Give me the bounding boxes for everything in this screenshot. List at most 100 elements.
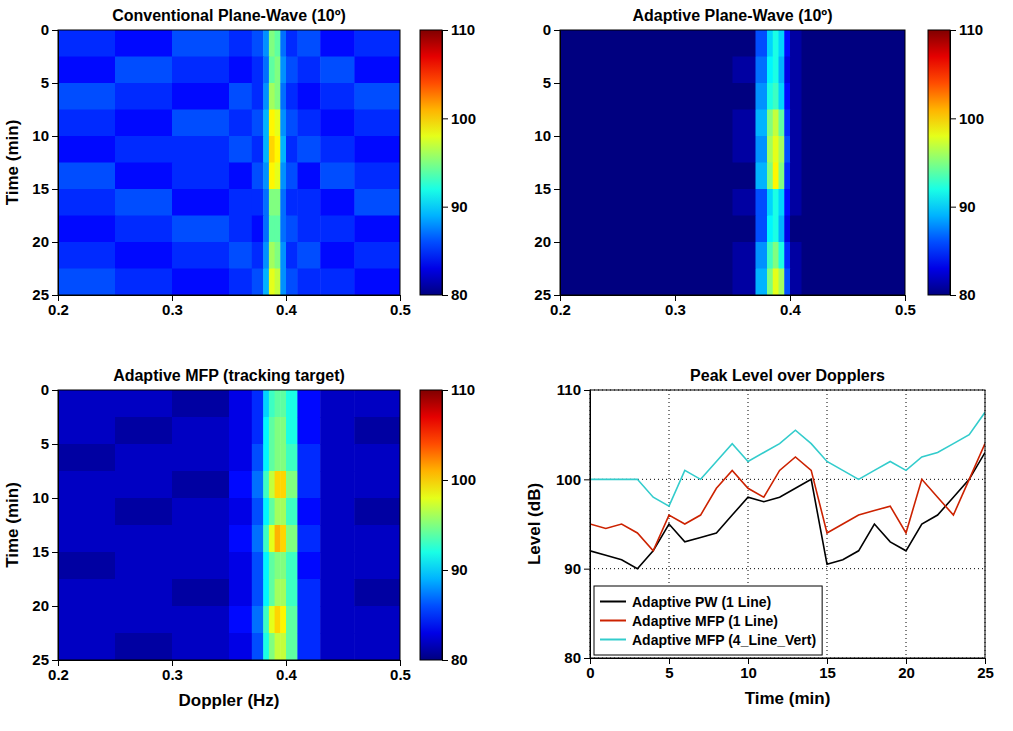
heatmap-cell <box>252 471 264 499</box>
heatmap-cell <box>58 269 116 296</box>
heatmap-cell <box>733 189 757 216</box>
heatmap-cell <box>115 498 173 526</box>
heatmap-cell <box>58 136 116 163</box>
tick-label: 25 <box>977 664 994 681</box>
heatmap-cell <box>115 579 173 607</box>
heatmap-cell <box>733 269 757 296</box>
tick: 10 <box>32 489 58 506</box>
heatmap-cell <box>263 525 269 553</box>
heatmap-cell <box>675 110 733 137</box>
heatmap-cell <box>354 579 400 607</box>
heatmap-cell <box>252 30 264 57</box>
heatmap-cell <box>802 242 826 269</box>
heatmap-cell <box>675 269 733 296</box>
heatmap-cell <box>825 57 860 84</box>
heatmap-cell <box>275 579 281 607</box>
tick-label: 0.4 <box>276 666 298 683</box>
tick-label: 0.2 <box>48 666 69 683</box>
heatmap-cell <box>320 30 355 57</box>
heatmap-cell <box>172 552 230 580</box>
tick-label: 100 <box>556 471 581 488</box>
tick-label: 5 <box>41 74 49 91</box>
tick-label: 80 <box>451 651 468 668</box>
tick-mark <box>584 658 590 659</box>
heatmap-cell <box>286 552 298 580</box>
heatmap-cells <box>58 390 400 660</box>
tick-mark <box>52 189 58 190</box>
tick: 20 <box>534 233 560 250</box>
grid-line <box>590 479 985 480</box>
chart-title: Adaptive Plane-Wave (10º) <box>633 7 833 24</box>
heatmap-cell <box>280 136 286 163</box>
tick: 5 <box>543 74 560 91</box>
tick-mark <box>554 242 560 243</box>
heatmap-cell <box>275 390 281 418</box>
tick: 5 <box>41 74 58 91</box>
heatmap-cell <box>756 136 768 163</box>
heatmap-cell <box>115 471 173 499</box>
heatmap-cell <box>618 83 676 110</box>
heatmap-cell <box>354 136 400 163</box>
grid-line <box>827 390 828 658</box>
heatmap-cell <box>297 444 320 472</box>
heatmap-cell <box>320 110 355 137</box>
grid <box>590 390 985 658</box>
heatmap-cell <box>297 552 320 580</box>
heatmap-cell <box>354 417 400 445</box>
tick-label: 10 <box>32 489 49 506</box>
axis-line <box>560 31 561 296</box>
heatmap-cell <box>229 606 252 634</box>
heatmap-cell <box>263 606 269 634</box>
heatmap-cell <box>229 30 252 57</box>
heatmap-cell <box>790 216 802 243</box>
lines <box>590 412 985 568</box>
heatmap-cell <box>229 242 252 269</box>
heatmap-cell <box>297 633 320 660</box>
heatmap-cell <box>784 189 790 216</box>
chart-title: Adaptive MFP (tracking target) <box>113 367 345 384</box>
heatmap-cell <box>280 30 286 57</box>
heatmap-cell <box>784 242 790 269</box>
tick: 0.2 <box>48 295 69 318</box>
heatmap-cell <box>263 444 269 472</box>
heatmap-cell <box>320 242 355 269</box>
axis: 0.20.30.40.5 <box>550 295 916 318</box>
heatmap-cell <box>675 136 733 163</box>
tick-label: 0.5 <box>895 301 916 318</box>
heatmap-cell <box>269 579 275 607</box>
heatmap-cell <box>560 163 618 190</box>
tick: 0 <box>543 21 560 38</box>
heatmap-cell <box>320 525 355 553</box>
heatmap-cell <box>172 242 230 269</box>
heatmap-cell <box>286 110 298 137</box>
heatmap-cell <box>252 242 264 269</box>
tick-label: 20 <box>898 664 915 681</box>
heatmap-cell <box>756 163 768 190</box>
heatmap-cell <box>560 83 618 110</box>
heatmap-cell <box>280 525 286 553</box>
heatmap-cell <box>286 390 298 418</box>
tick-label: 0.5 <box>390 666 411 683</box>
heatmap-cell <box>784 216 790 243</box>
heatmap-cell <box>859 57 905 84</box>
heatmap-cell <box>263 57 269 84</box>
heatmap-cell <box>560 136 618 163</box>
heatmap-cell <box>252 110 264 137</box>
tick-label: 0.2 <box>48 301 69 318</box>
heatmap-cell <box>115 390 173 418</box>
heatmap-cell <box>297 30 320 57</box>
legend-label: Adaptive MFP (4_Line_Vert) <box>632 632 816 648</box>
heatmap-cell <box>280 110 286 137</box>
heatmap-cell <box>802 163 826 190</box>
heatmap-cell <box>275 525 281 553</box>
heatmap-cell <box>115 216 173 243</box>
tick-label: 0 <box>41 21 49 38</box>
heatmap-cell <box>320 57 355 84</box>
heatmap-cell <box>58 606 116 634</box>
tick: 25 <box>32 286 58 303</box>
heatmap-cell <box>58 110 116 137</box>
heatmap-cell <box>252 216 264 243</box>
heatmap-cell <box>354 633 400 660</box>
heatmap-cell <box>252 525 264 553</box>
heatmap-cell <box>320 498 355 526</box>
